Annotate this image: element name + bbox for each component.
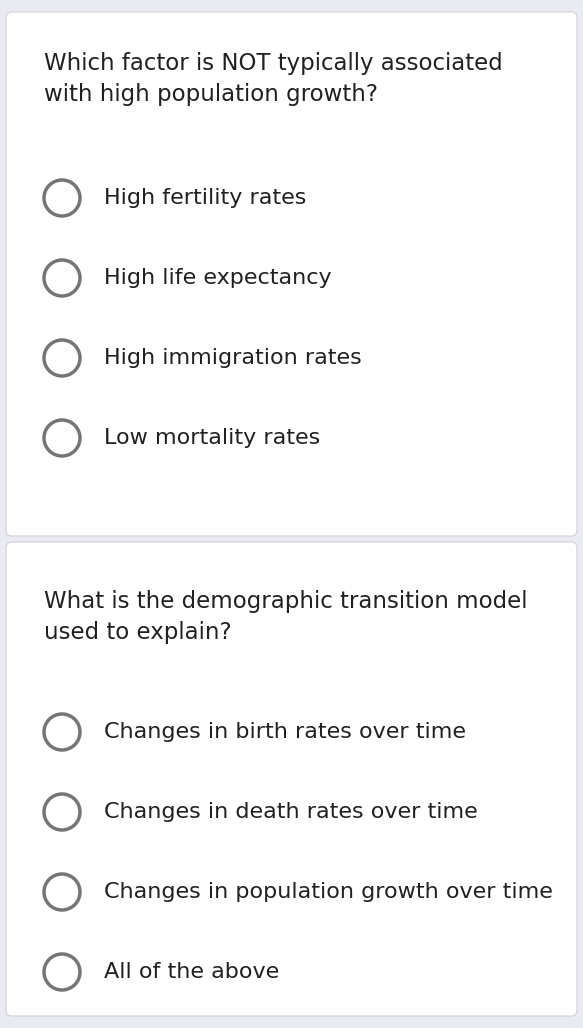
FancyBboxPatch shape (6, 542, 577, 1016)
Circle shape (44, 260, 80, 296)
Text: Low mortality rates: Low mortality rates (104, 428, 320, 448)
Text: Changes in birth rates over time: Changes in birth rates over time (104, 722, 466, 742)
Text: What is the demographic transition model
used to explain?: What is the demographic transition model… (44, 590, 528, 645)
Circle shape (44, 180, 80, 216)
Circle shape (44, 874, 80, 910)
Text: High immigration rates: High immigration rates (104, 348, 361, 368)
Circle shape (44, 714, 80, 750)
Text: All of the above: All of the above (104, 962, 279, 982)
Circle shape (44, 340, 80, 376)
Text: Changes in death rates over time: Changes in death rates over time (104, 802, 477, 822)
FancyBboxPatch shape (6, 12, 577, 536)
Text: Changes in population growth over time: Changes in population growth over time (104, 882, 553, 902)
Circle shape (44, 954, 80, 990)
Text: High life expectancy: High life expectancy (104, 268, 332, 288)
Circle shape (44, 420, 80, 456)
Text: Which factor is NOT typically associated
with high population growth?: Which factor is NOT typically associated… (44, 52, 503, 106)
Circle shape (44, 794, 80, 830)
Text: High fertility rates: High fertility rates (104, 188, 307, 208)
